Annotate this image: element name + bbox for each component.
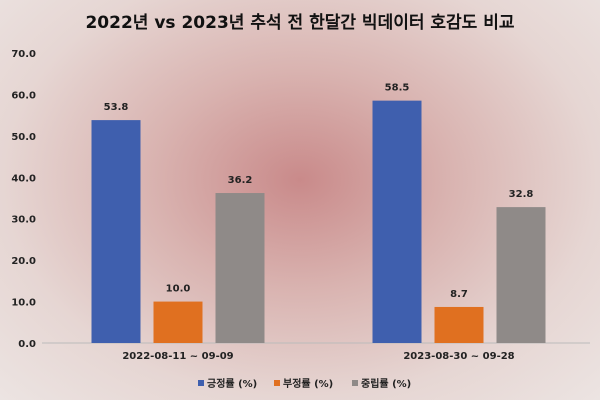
legend-label: 부정률 (%) bbox=[283, 377, 333, 390]
legend-swatch bbox=[198, 380, 204, 386]
bar bbox=[434, 306, 484, 343]
y-tick-label: 10.0 bbox=[11, 298, 36, 309]
bar bbox=[215, 193, 265, 343]
bar bbox=[153, 301, 203, 343]
bar bbox=[372, 100, 422, 344]
y-tick-label: 60.0 bbox=[11, 90, 36, 101]
bar bbox=[91, 120, 141, 343]
y-tick-label: 70.0 bbox=[11, 49, 36, 60]
y-tick-label: 20.0 bbox=[11, 256, 36, 267]
bar bbox=[496, 207, 546, 343]
y-tick-label: 30.0 bbox=[11, 215, 36, 226]
legend-swatch bbox=[274, 380, 280, 386]
legend-swatch bbox=[352, 380, 358, 386]
legend-label: 긍정률 (%) bbox=[207, 377, 257, 390]
legend-label: 중립률 (%) bbox=[361, 377, 411, 390]
data-label: 53.8 bbox=[104, 102, 129, 113]
data-label: 58.5 bbox=[385, 83, 410, 94]
chart-title: 2022년 vs 2023년 추석 전 한달간 빅데이터 호감도 비교 bbox=[85, 12, 514, 33]
x-axis: 2022-08-11 ~ 09-09 2023-08-30 ~ 09-28 bbox=[122, 351, 514, 362]
y-tick-label: 0.0 bbox=[18, 339, 36, 350]
data-label: 10.0 bbox=[166, 284, 191, 295]
x-tick-label: 2022-08-11 ~ 09-09 bbox=[122, 351, 233, 362]
y-tick-label: 40.0 bbox=[11, 173, 36, 184]
y-tick-label: 50.0 bbox=[11, 132, 36, 143]
data-label: 32.8 bbox=[509, 189, 534, 200]
x-tick-label: 2023-08-30 ~ 09-28 bbox=[403, 351, 514, 362]
data-label: 8.7 bbox=[450, 289, 468, 300]
bars: 53.8 10.0 36.2 58.5 8.7 32.8 bbox=[91, 83, 546, 344]
legend: 긍정률 (%) 부정률 (%) 중립률 (%) bbox=[198, 377, 411, 390]
data-label: 36.2 bbox=[228, 175, 253, 186]
